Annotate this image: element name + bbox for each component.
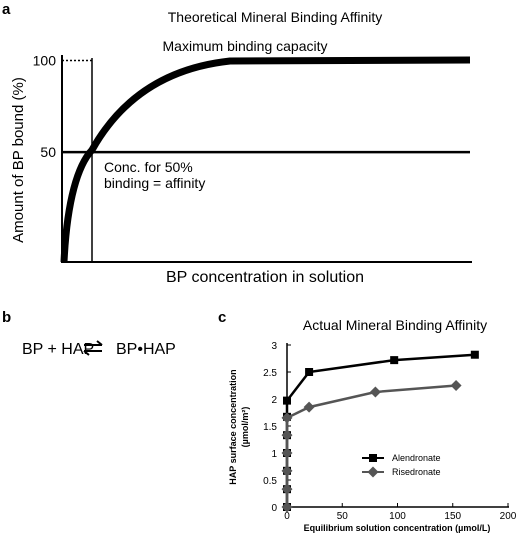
y-axis-label: (µmol/m²): [240, 407, 250, 448]
marker: [283, 396, 291, 405]
x-axis-label: Equilibrium solution concentration (µmol…: [304, 523, 491, 533]
marker: [470, 350, 479, 359]
series-line: [285, 384, 457, 507]
y-tick-label: 0.5: [263, 476, 277, 487]
y-tick-label: 0: [271, 503, 277, 514]
legend-label: Alendronate: [392, 453, 441, 463]
legend-label: Risedronate: [392, 467, 441, 477]
x-tick-label: 0: [284, 511, 290, 522]
panel-label: b: [2, 309, 11, 326]
y-tick-label: 2: [271, 395, 277, 406]
x-axis-label: BP concentration in solution: [166, 269, 364, 286]
marker: [281, 412, 293, 424]
chart-title: Actual Mineral Binding Affinity: [303, 317, 487, 333]
legend-marker: [367, 466, 379, 478]
marker: [369, 386, 381, 398]
y-tick-label: 100: [33, 52, 57, 68]
y-tick-label: 3: [271, 341, 277, 352]
y-tick-label: 1.5: [263, 422, 277, 433]
marker: [281, 483, 293, 495]
marker: [281, 501, 293, 513]
legend-marker: [369, 454, 377, 462]
product: BP•HAP: [116, 341, 176, 358]
x-tick-label: 50: [337, 511, 349, 522]
series-line: [285, 353, 475, 507]
y-tick-label: 50: [40, 144, 56, 160]
y-axis-label: Amount of BP bound (%): [10, 77, 27, 243]
marker: [281, 429, 293, 441]
annotation: Conc. for 50%: [104, 159, 193, 175]
equilibrium-arrows: [83, 340, 103, 356]
x-tick-label: 100: [389, 511, 406, 522]
marker: [303, 401, 315, 413]
marker: [281, 447, 293, 459]
y-tick-label: 1: [271, 449, 277, 460]
x-tick-label: 200: [500, 511, 517, 522]
annotation: binding = affinity: [104, 175, 205, 191]
annotation: Maximum binding capacity: [163, 38, 328, 54]
marker: [281, 465, 293, 477]
chart-title: Theoretical Mineral Binding Affinity: [168, 9, 383, 25]
panel-label: a: [2, 1, 11, 18]
x-tick-label: 150: [444, 511, 461, 522]
reactants: BP + HAP: [22, 341, 94, 358]
binding-curve: [60, 56, 471, 263]
marker: [305, 368, 314, 376]
marker: [390, 356, 399, 365]
panel-label: c: [218, 309, 226, 326]
y-axis-label: HAP surface concentration: [228, 369, 238, 484]
y-tick-label: 2.5: [263, 368, 277, 379]
marker: [450, 380, 462, 391]
